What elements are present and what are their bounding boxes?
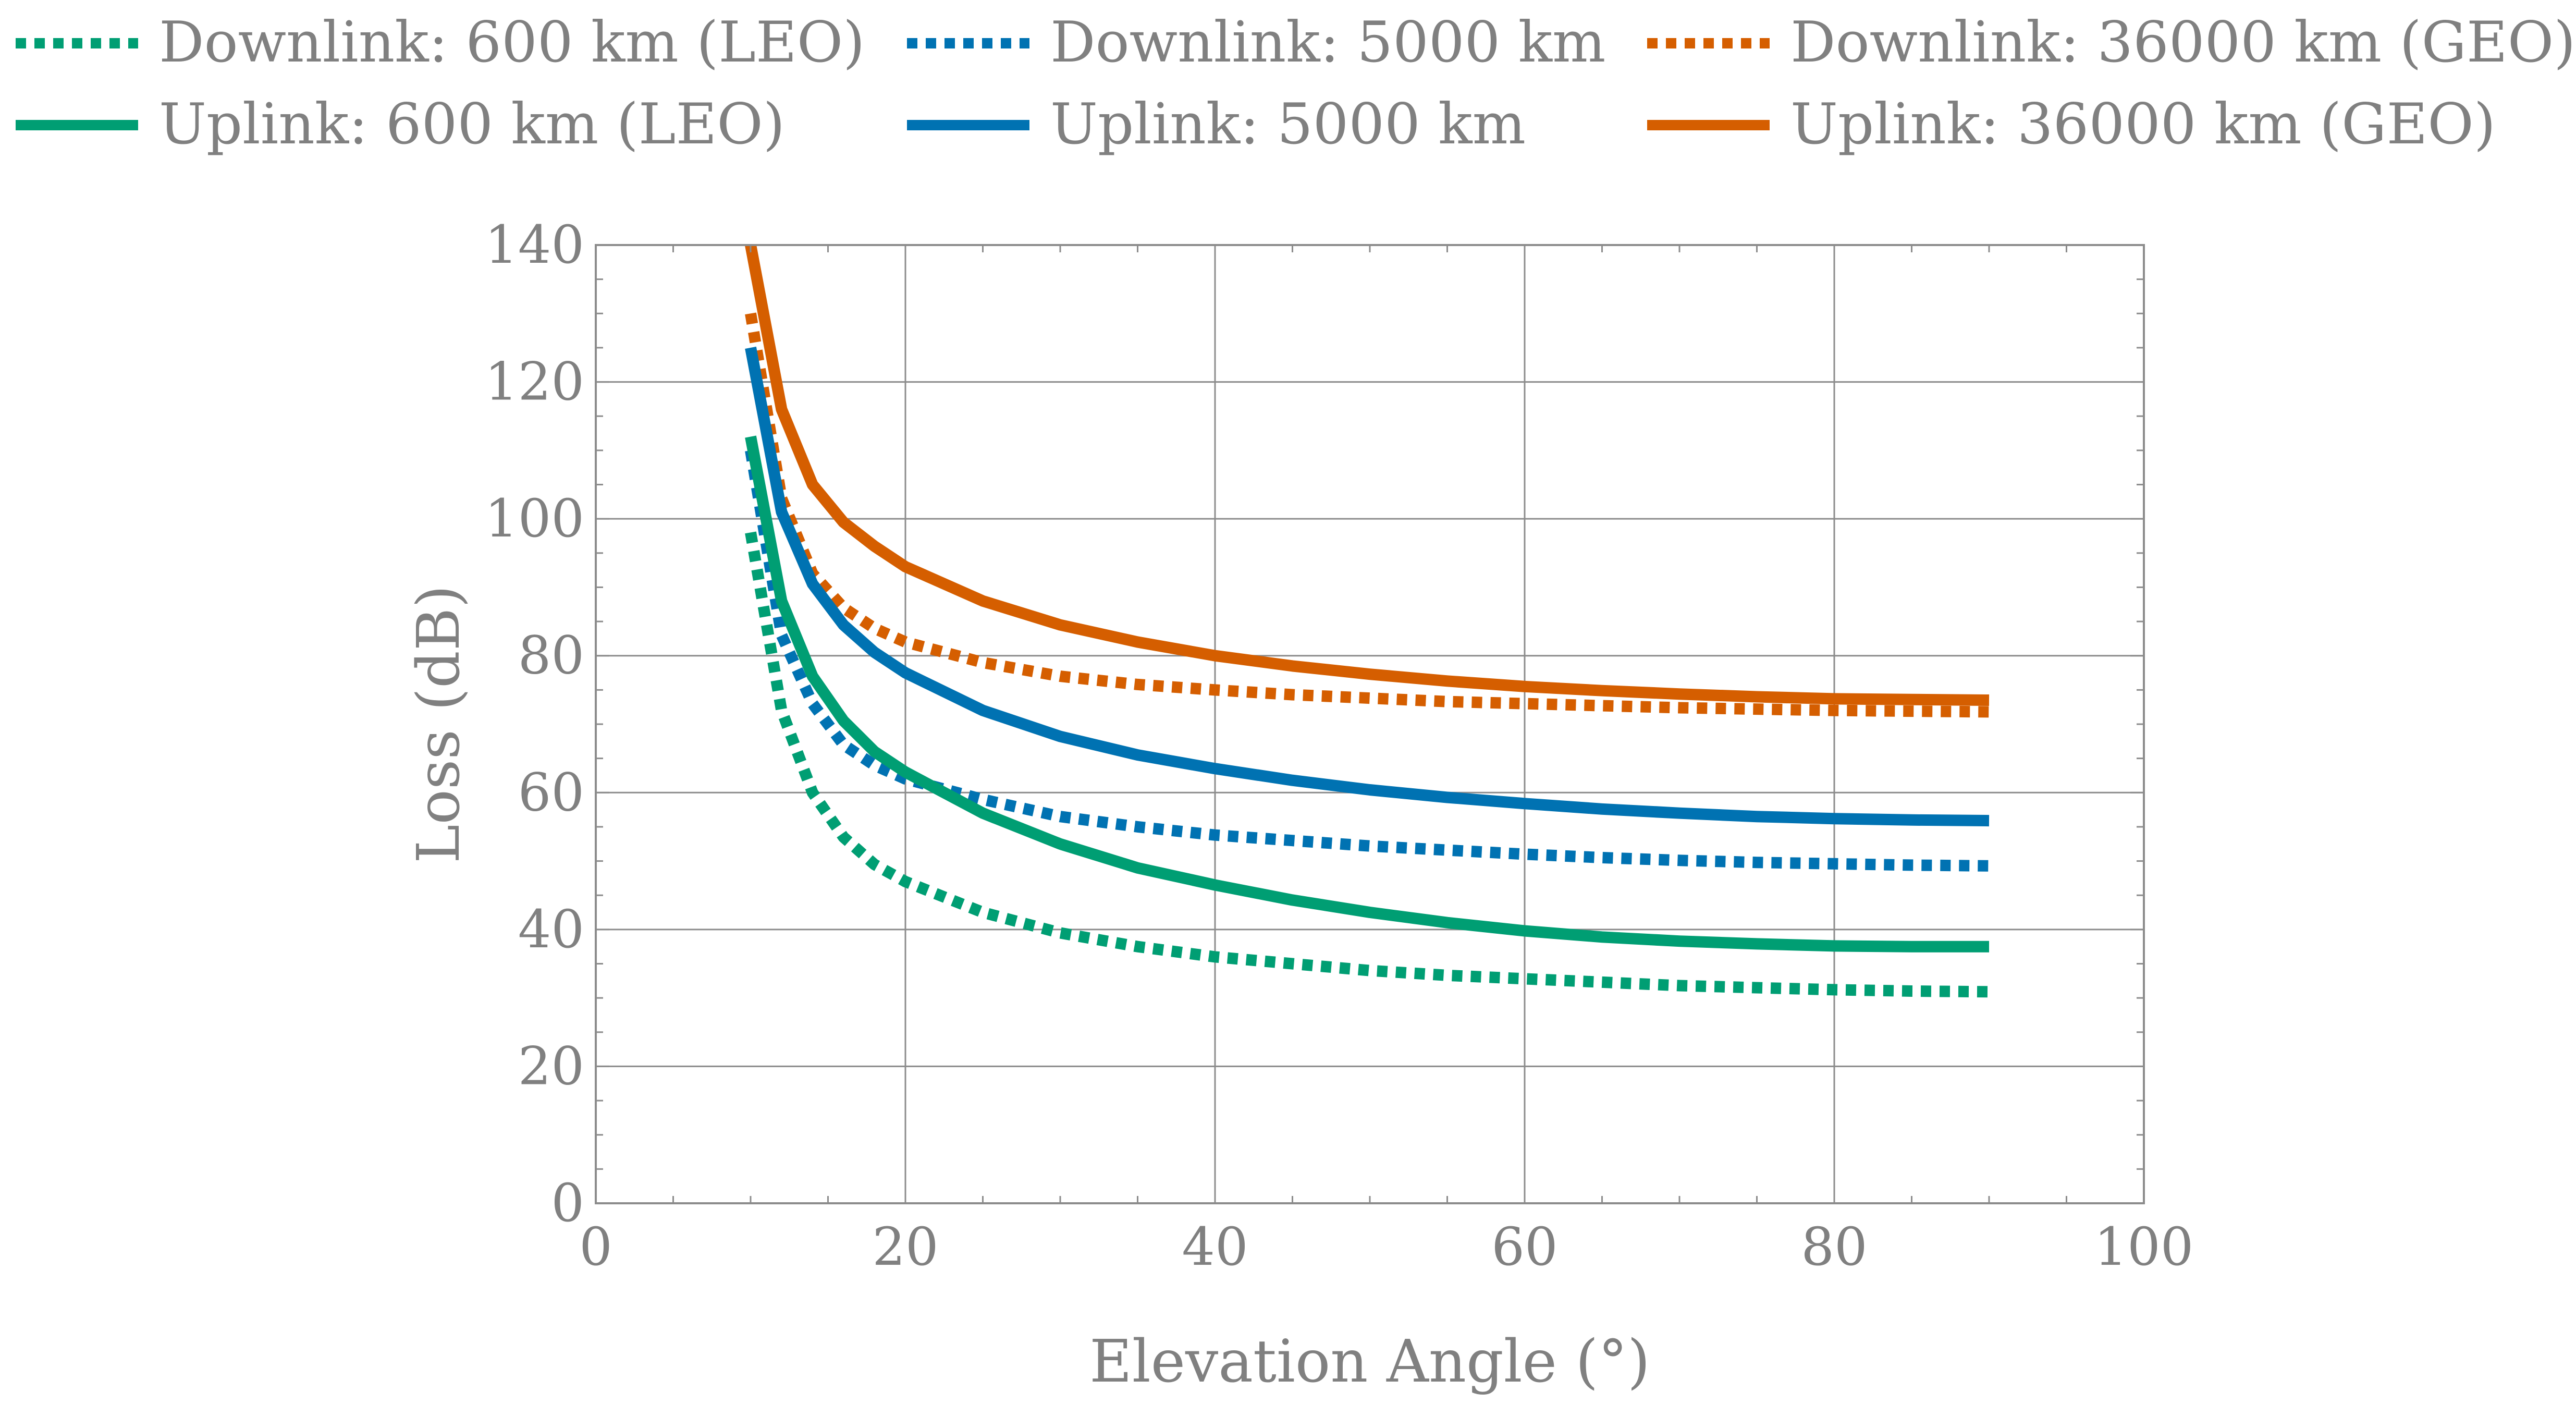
- series-line-downlink-2: [745, 312, 1990, 718]
- y-tick-label: 20: [518, 1035, 584, 1096]
- legend-label: Uplink: 600 km (LEO): [159, 92, 785, 157]
- series-layer: [745, 243, 1990, 998]
- y-tick-label: 0: [551, 1173, 584, 1234]
- y-tick-label: 140: [485, 214, 584, 275]
- x-tick-label: 0: [579, 1216, 612, 1277]
- y-tick-label: 60: [518, 762, 584, 823]
- series-line-uplink-5: [745, 243, 1990, 706]
- x-tick-label: 40: [1182, 1216, 1248, 1277]
- x-tick-label: 80: [1801, 1216, 1867, 1277]
- x-tick-label: 20: [872, 1216, 938, 1277]
- legend-label: Uplink: 5000 km: [1050, 92, 1526, 157]
- legend-label: Uplink: 36000 km (GEO): [1790, 92, 2496, 157]
- legend: Downlink: 600 km (LEO) Downlink: 5000 km D…: [16, 10, 2575, 157]
- legend-label: Downlink: 36000 km (GEO): [1790, 10, 2575, 75]
- y-tick-label: 120: [485, 351, 584, 412]
- x-tick-label: 100: [2094, 1216, 2194, 1277]
- series-line-uplink-4: [745, 346, 1990, 827]
- axes: 0 20 40 60 80 100 0 20 40 60 80 100 120 140: [485, 214, 2193, 1277]
- series-line-downlink-1: [745, 449, 1990, 872]
- y-tick-label: 80: [518, 625, 584, 686]
- legend-item: Uplink: 600 km (LEO): [16, 92, 785, 157]
- legend-label: Downlink: 600 km (LEO): [159, 10, 865, 75]
- y-axis-label: Loss (dB): [405, 585, 473, 863]
- y-tick-label: 100: [485, 488, 584, 549]
- series-line-uplink-3: [745, 435, 1989, 953]
- series-line-downlink-0: [745, 531, 1990, 998]
- legend-label: Downlink: 5000 km: [1050, 10, 1605, 75]
- plot-frame: [595, 244, 2145, 1204]
- x-tick-label: 60: [1491, 1216, 1557, 1277]
- legend-item: Downlink: 5000 km: [907, 10, 1605, 75]
- x-axis-label: Elevation Angle (°): [1089, 1328, 1650, 1396]
- legend-item: Uplink: 36000 km (GEO): [1647, 92, 2496, 157]
- legend-item: Downlink: 600 km (LEO): [16, 10, 865, 75]
- legend-item: Downlink: 36000 km (GEO): [1647, 10, 2575, 75]
- y-tick-label: 40: [518, 899, 584, 960]
- legend-item: Uplink: 5000 km: [907, 92, 1526, 157]
